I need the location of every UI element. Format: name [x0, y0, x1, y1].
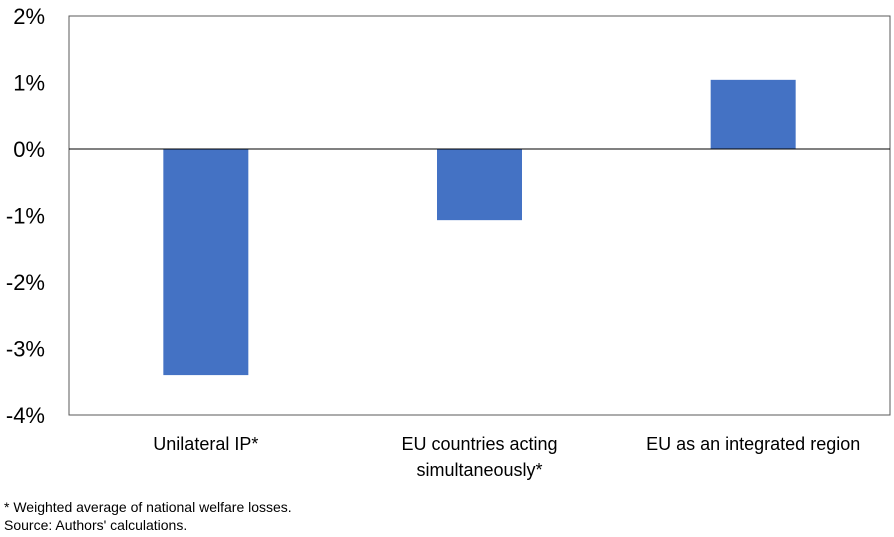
- y-tick-label: -1%: [6, 204, 45, 229]
- x-category-label: simultaneously*: [416, 460, 542, 480]
- y-axis-ticks: 2% 1% 0% -1% -2% -3% -4%: [6, 4, 45, 428]
- x-axis-categories: Unilateral IP* EU countries acting simulta…: [153, 434, 860, 480]
- bar: [437, 149, 522, 221]
- y-tick-label: 0%: [13, 137, 45, 162]
- bar: [710, 79, 796, 149]
- y-tick-label: 2%: [13, 4, 45, 29]
- footnote-note: * Weighted average of national welfare l…: [4, 499, 292, 515]
- plot-area-border: [68, 15, 891, 416]
- footnote-source: Source: Authors' calculations.: [4, 517, 188, 533]
- bar-chart: 2% 1% 0% -1% -2% -3% -4% Unilateral IP* EU coun…: [6, 4, 891, 480]
- x-category-label: EU as an integrated region: [646, 434, 860, 454]
- y-tick-label: -4%: [6, 403, 45, 428]
- y-tick-label: -3%: [6, 337, 45, 362]
- bar: [163, 149, 249, 376]
- y-tick-label: -2%: [6, 270, 45, 295]
- x-category-label: Unilateral IP*: [153, 434, 258, 454]
- y-tick-label: 1%: [13, 71, 45, 96]
- bars: [163, 79, 796, 376]
- x-category-label: EU countries acting: [401, 434, 557, 454]
